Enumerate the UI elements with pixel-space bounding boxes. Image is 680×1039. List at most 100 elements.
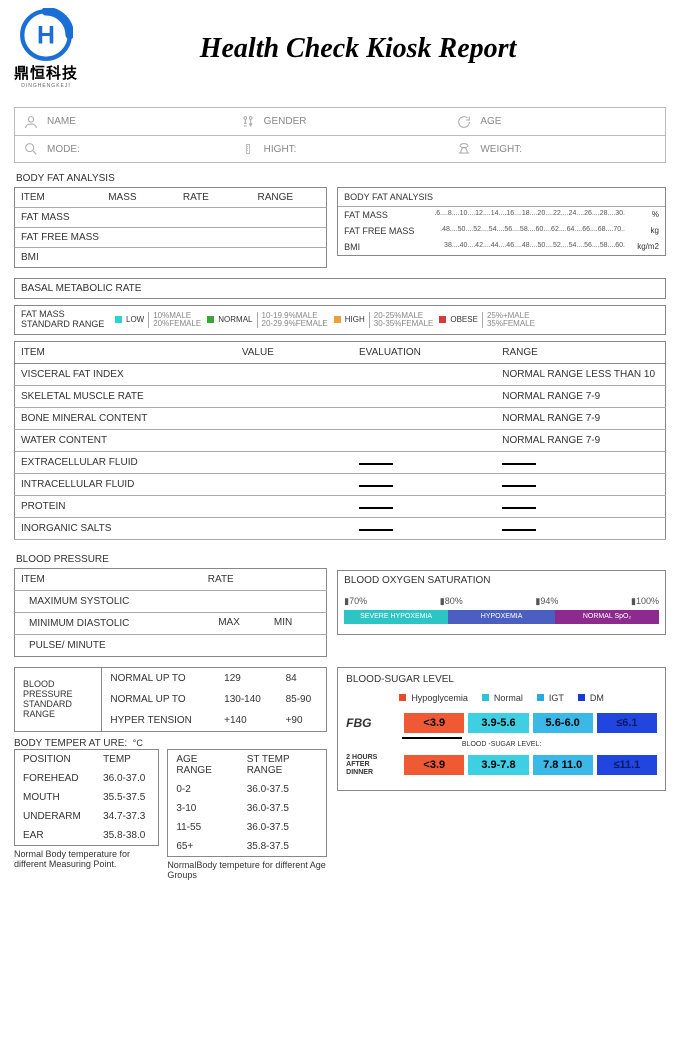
sugar-legend-item: Normal [482, 693, 523, 703]
sugar-legend-item: IGT [537, 693, 564, 703]
temp-h-pos: POSITION [15, 749, 96, 769]
oxygen-segment: SEVERE HYPOXEMIA [344, 610, 448, 624]
sugar-cell: <3.9 [404, 755, 464, 775]
oxygen-box: BLOOD OXYGEN SATURATION ▮70%▮80%▮94%▮100… [337, 570, 666, 635]
temp-right-note: NormalBody tempeture for different Age G… [167, 860, 327, 880]
bp-h-rate: RATE [202, 568, 327, 590]
oxygen-ticks: ▮70%▮80%▮94%▮100% [344, 596, 659, 607]
eval-row: EXTRACELLULAR FLUID [15, 451, 666, 473]
info-row-2: MODE: HIGHT: WEIGHT: [14, 135, 666, 163]
table-row: MOUTH35.5-37.5 [15, 788, 159, 807]
table-row: 3-1036.0-37.5 [168, 799, 327, 818]
bfa-row: FAT FREE MASS [14, 228, 327, 248]
temp-position-table: POSITION TEMP FOREHEAD36.0-37.0MOUTH35.5… [14, 749, 159, 846]
search-icon [23, 141, 39, 157]
sugar-cell: ≤11.1 [597, 755, 657, 775]
legend-item: NORMAL 10-19.9%MALE20-29.9%FEMALE [207, 312, 328, 329]
legend-item: OBESE 25%+MALE35%FEMALE [439, 312, 535, 329]
oxygen-title: BLOOD OXYGEN SATURATION [344, 575, 659, 586]
oxygen-segment: HYPOXEMIA [448, 610, 555, 624]
bp-h-item: ITEM [15, 568, 202, 590]
bfa-scale-box: BODY FAT ANALYSIS FAT MASS.6....8....10.… [337, 187, 666, 256]
bps-row-max: 129 [216, 667, 277, 689]
person-icon [23, 114, 39, 130]
bfa-row: BMI [14, 248, 327, 268]
bp-row: PULSE/ MINUTE [15, 634, 202, 656]
bps-h-max: MAX [218, 617, 240, 628]
bp-title: BLOOD PRESSURE [16, 554, 327, 565]
sugar-mid-label: BLOOD -SUGAR LEVEL: [346, 741, 657, 748]
sugar-cell: ≤6.1 [597, 713, 657, 733]
bfa-table-header: ITEM MASS RATE RANGE [14, 187, 327, 208]
gender-label: GENDER [264, 116, 307, 127]
table-row: 11-5536.0-37.5 [168, 818, 327, 837]
sugar-row: FBG <3.93.9-5.65.6-6.0≤6.1 [346, 713, 657, 733]
eval-row: PROTEIN [15, 495, 666, 517]
sugar-title: BLOOD-SUGAR LEVEL [346, 674, 657, 685]
bps-row-n: NORMAL UP TO [102, 667, 216, 689]
bp-section: BLOOD PRESSURE ITEM RATE MAXIMUM SYSTOLI… [14, 550, 666, 657]
bfa-row: FAT MASS [14, 208, 327, 228]
age-field[interactable]: AGE [448, 114, 665, 130]
bfa-h-range: RANGE [252, 188, 327, 207]
name-field[interactable]: NAME [15, 114, 232, 130]
bfa-h-mass: MASS [102, 188, 177, 207]
age-label: AGE [480, 116, 501, 127]
evaluation-table: ITEM VALUE EVALUATION RANGE VISCERAL FAT… [14, 341, 666, 540]
sugar-cell: 3.9-5.6 [468, 713, 528, 733]
gender-icon [240, 114, 256, 130]
eval-row: WATER CONTENTNORMAL RANGE 7-9 [15, 429, 666, 451]
sugar-row: 2 HOURS AFTER DINNER <3.93.9-7.87.8 11.0… [346, 754, 657, 777]
ruler-icon [240, 141, 256, 157]
temp-h-age: AGE RANGE [168, 749, 239, 780]
temp-title: BODY TEMPER AT URE: °C [14, 738, 327, 749]
bmr-label: BASAL METABOLIC RATE [14, 278, 666, 299]
height-field[interactable]: HIGHT: [232, 141, 449, 157]
logo-icon: H [19, 8, 73, 62]
bps-h-min: MIN [274, 617, 292, 628]
bfa-h-item: ITEM [15, 188, 102, 207]
eval-row: SKELETAL MUSCLE RATENORMAL RANGE 7-9 [15, 385, 666, 407]
table-row: UNDERARM34.7-37.3 [15, 807, 159, 826]
sugar-cell: <3.9 [404, 713, 464, 733]
scale-icon [456, 141, 472, 157]
report-header: H 鼎恒科技 DINGHENGKEJI Health Check Kiosk R… [14, 8, 666, 89]
company-logo: H 鼎恒科技 DINGHENGKEJI [14, 8, 78, 89]
sugar-cell: 3.9-7.8 [468, 755, 528, 775]
temp-h-st: ST TEMP RANGE [239, 749, 327, 780]
refresh-icon [456, 114, 472, 130]
sugar-legend-item: Hypoglycemia [399, 693, 468, 703]
weight-field[interactable]: WEIGHT: [448, 141, 665, 157]
bfa-scale-row: FAT FREE MASS.48....50....52....54....56… [338, 223, 665, 239]
bps-label: BLOOD PRESSURE STANDARD RANGE [15, 667, 102, 731]
bps-row-max: 130-140 [216, 689, 277, 710]
table-row: FOREHEAD36.0-37.0 [15, 769, 159, 788]
bps-row-min: 84 [278, 667, 327, 689]
table-row: 65+35.8-37.5 [168, 837, 327, 857]
temp-age-table: AGE RANGE ST TEMP RANGE 0-236.0-37.53-10… [167, 749, 327, 857]
bp-row: MAXIMUM SYSTOLIC [15, 590, 202, 612]
legend-item: LOW 10%MALE20%FEMALE [115, 312, 201, 329]
table-row: 0-236.0-37.5 [168, 780, 327, 799]
sugar-divider [402, 737, 462, 739]
sugar-legend-item: DM [578, 693, 604, 703]
bps-row-n: HYPER TENSION [102, 710, 216, 732]
eval-row: VISCERAL FAT INDEXNORMAL RANGE LESS THAN… [15, 363, 666, 385]
mode-field[interactable]: MODE: [15, 141, 232, 157]
legend-item: HIGH 20-25%MALE30-35%FEMALE [334, 312, 434, 329]
bfa-scale-row: BMI38....40....42....44....46....48....5… [338, 239, 665, 255]
bp-standard-table: BLOOD PRESSURE STANDARD RANGE NORMAL UP … [14, 667, 327, 732]
bp-table: ITEM RATE MAXIMUM SYSTOLIC MINIMUM DIAST… [14, 568, 327, 657]
table-row: EAR35.8-38.0 [15, 826, 159, 846]
temp-h-temp: TEMP [95, 749, 159, 769]
sugar-cell: 5.6-6.0 [533, 713, 593, 733]
gender-field[interactable]: GENDER [232, 114, 449, 130]
info-row-1: NAME GENDER AGE [14, 107, 666, 135]
bps-row-n: NORMAL UP TO [102, 689, 216, 710]
name-label: NAME [47, 116, 76, 127]
logo-text: 鼎恒科技 [14, 62, 78, 83]
bfa-section: ITEM MASS RATE RANGE FAT MASS FAT FREE M… [14, 187, 666, 268]
blood-sugar-box: BLOOD-SUGAR LEVEL Hypoglycemia Normal IGT D… [337, 667, 666, 791]
fat-mass-legend: FAT MASS STANDARD RANGE LOW 10%MALE20%FE… [14, 305, 666, 335]
bfa-h-rate: RATE [177, 188, 252, 207]
